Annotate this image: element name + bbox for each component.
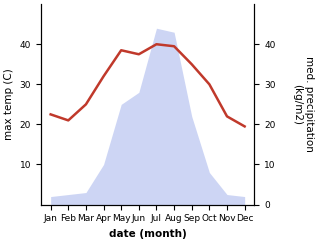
Y-axis label: max temp (C): max temp (C) bbox=[4, 69, 14, 140]
X-axis label: date (month): date (month) bbox=[109, 229, 187, 239]
Y-axis label: med. precipitation
(kg/m2): med. precipitation (kg/m2) bbox=[292, 56, 314, 152]
